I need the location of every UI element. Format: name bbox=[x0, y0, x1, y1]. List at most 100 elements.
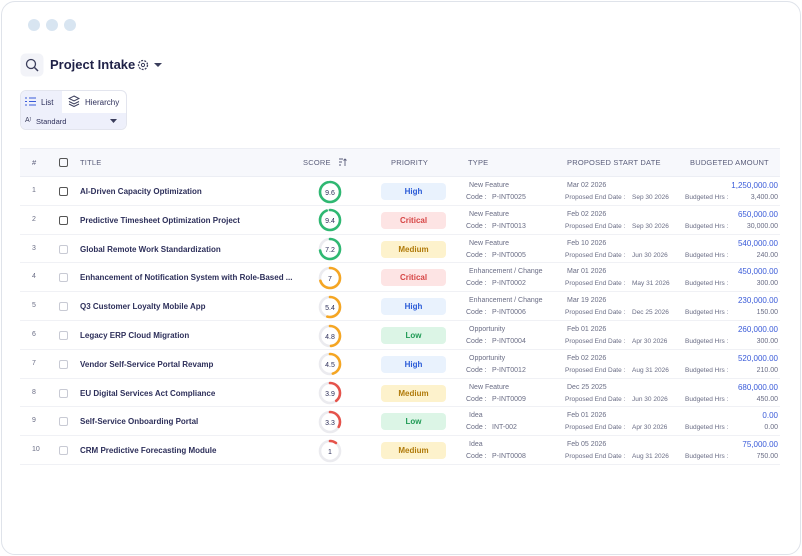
row-checkbox[interactable] bbox=[59, 273, 68, 283]
end-label: Proposed End Date : bbox=[565, 453, 626, 461]
project-title: Global Remote Work Standardization bbox=[80, 244, 221, 254]
start-date: Feb 01 2026 bbox=[567, 412, 607, 420]
score-arc bbox=[318, 208, 342, 232]
priority-badge: Medium bbox=[381, 240, 446, 258]
row-checkbox[interactable] bbox=[59, 215, 68, 225]
hrs-label: Budgeted Hrs : bbox=[685, 338, 729, 345]
select-all-checkbox[interactable] bbox=[59, 158, 68, 167]
project-title: Self-Service Onboarding Portal bbox=[80, 417, 199, 427]
row-number: 5 bbox=[32, 302, 36, 310]
start-date: Mar 01 2026 bbox=[567, 268, 607, 276]
hierarchy-label: Hierarchy bbox=[85, 98, 120, 107]
type: New Feature bbox=[469, 239, 510, 247]
score-ring: 5.4 bbox=[318, 295, 342, 318]
end-label: Proposed End Date : bbox=[565, 366, 626, 374]
start-date: Dec 25 2025 bbox=[567, 383, 607, 391]
code-label: Code : bbox=[466, 395, 487, 403]
start-date: Feb 05 2026 bbox=[567, 441, 607, 449]
end-date: Sep 30 2026 bbox=[632, 194, 669, 201]
type: New Feature bbox=[469, 383, 510, 391]
sort-button[interactable] bbox=[338, 158, 347, 167]
col-header: BUDGETED AMOUNT bbox=[690, 158, 769, 167]
row-checkbox[interactable] bbox=[59, 302, 68, 312]
budget-amount: 75,000.00 bbox=[742, 440, 778, 450]
end-date: Sep 30 2026 bbox=[632, 222, 669, 230]
score-ring: 3.3 bbox=[318, 410, 342, 434]
layout-dropdown[interactable]: Aᵗ Standard bbox=[21, 113, 126, 129]
row-checkbox[interactable] bbox=[59, 331, 68, 340]
hierarchy-tab[interactable]: Hierarchy bbox=[66, 94, 126, 110]
row-number: 3 bbox=[32, 244, 36, 252]
window-dot bbox=[64, 19, 76, 31]
priority-badge: Medium bbox=[381, 384, 446, 402]
row-number: 8 bbox=[32, 388, 36, 396]
code-label: Code : bbox=[466, 366, 487, 374]
hrs-label: Budgeted Hrs : bbox=[685, 453, 729, 461]
intake-icon bbox=[20, 53, 44, 77]
type: Opportunity bbox=[469, 326, 506, 333]
row-number: 2 bbox=[32, 215, 36, 223]
score-arc bbox=[318, 266, 342, 290]
score-arc bbox=[318, 439, 342, 462]
col-header: PROPOSED START DATE bbox=[567, 158, 661, 167]
row-number: 4 bbox=[32, 273, 36, 281]
priority-badge: Medium bbox=[381, 442, 446, 460]
start-date: Feb 01 2026 bbox=[567, 326, 607, 333]
table-row: 1 AI-Driven Capacity Optimization 9.6 High N… bbox=[20, 177, 780, 206]
score-ring: 7.2 bbox=[318, 237, 342, 261]
hrs-label: Budgeted Hrs : bbox=[685, 194, 729, 201]
budget-amount: 1,250,000.00 bbox=[731, 181, 778, 190]
hrs-label: Budgeted Hrs : bbox=[685, 366, 729, 374]
score-value: 7.2 bbox=[325, 247, 335, 254]
code: P-INT0005 bbox=[492, 251, 526, 259]
code: P-INT0009 bbox=[492, 395, 526, 403]
project-title: Enhancement of Notification System with … bbox=[80, 273, 293, 283]
end-date: Apr 30 2026 bbox=[632, 338, 668, 345]
start-date: Feb 02 2026 bbox=[567, 354, 607, 362]
code: P-INT0006 bbox=[492, 309, 526, 317]
score-arc bbox=[318, 237, 342, 261]
score-value: 9.6 bbox=[325, 189, 335, 196]
budget-hours: 300.00 bbox=[756, 338, 778, 345]
row-checkbox[interactable] bbox=[59, 446, 68, 456]
dropdown-caret bbox=[110, 119, 117, 123]
list-tab[interactable]: List bbox=[21, 91, 62, 113]
end-date: Aug 31 2026 bbox=[632, 366, 669, 374]
row-checkbox[interactable] bbox=[59, 187, 68, 196]
type: Enhancement / Change bbox=[469, 268, 543, 276]
score-ring: 4.8 bbox=[318, 324, 342, 347]
code-label: Code : bbox=[466, 309, 487, 317]
type: Enhancement / Change bbox=[469, 297, 543, 305]
row-checkbox[interactable] bbox=[59, 244, 68, 254]
type: New Feature bbox=[469, 210, 510, 218]
table-row: 3 Global Remote Work Standardization 7.2 Me… bbox=[20, 235, 780, 264]
code: P-INT0004 bbox=[492, 338, 526, 345]
project-title: CRM Predictive Forecasting Module bbox=[80, 446, 217, 456]
settings-button[interactable] bbox=[136, 58, 164, 72]
row-checkbox[interactable] bbox=[59, 359, 68, 369]
type: New Feature bbox=[469, 182, 510, 189]
score-ring: 9.4 bbox=[318, 208, 342, 232]
row-checkbox[interactable] bbox=[59, 417, 68, 427]
end-label: Proposed End Date : bbox=[565, 395, 626, 403]
start-date: Mar 02 2026 bbox=[567, 182, 607, 189]
table-row: 7 Vendor Self-Service Portal Revamp 4.5 Hig… bbox=[20, 350, 780, 379]
code-label: Code : bbox=[466, 424, 487, 432]
project-title: AI-Driven Capacity Optimization bbox=[80, 187, 202, 196]
list-icon bbox=[25, 97, 36, 106]
hrs-label: Budgeted Hrs : bbox=[685, 251, 729, 259]
table-row: 6 Legacy ERP Cloud Migration 4.8 Low Opportu… bbox=[20, 321, 780, 350]
priority-badge: High bbox=[381, 355, 446, 373]
type: Opportunity bbox=[469, 354, 506, 362]
priority-badge: Low bbox=[381, 413, 446, 431]
list-label: List bbox=[41, 98, 54, 107]
row-number: 1 bbox=[32, 187, 36, 194]
project-title: Vendor Self-Service Portal Revamp bbox=[80, 359, 214, 369]
row-number: 7 bbox=[32, 359, 36, 367]
hrs-label: Budgeted Hrs : bbox=[685, 222, 729, 230]
end-label: Proposed End Date : bbox=[565, 338, 626, 345]
col-header: PRIORITY bbox=[391, 158, 429, 167]
budget-amount: 230,000.00 bbox=[737, 296, 778, 306]
row-checkbox[interactable] bbox=[59, 388, 68, 398]
score-ring: 3.9 bbox=[318, 381, 342, 405]
